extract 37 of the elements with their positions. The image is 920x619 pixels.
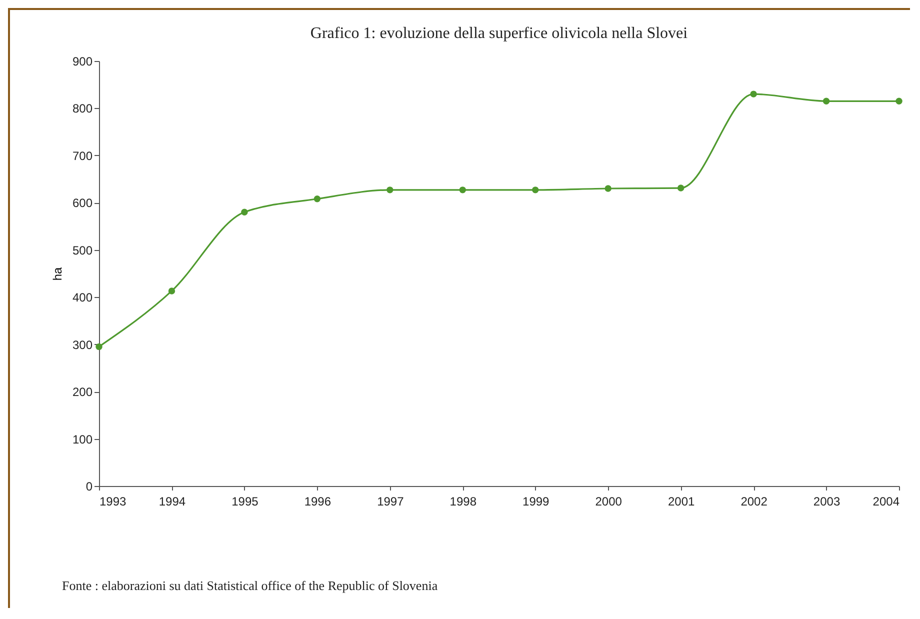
x-tick-label: 1993 xyxy=(100,494,127,508)
point xyxy=(604,185,612,192)
y-tick-label: 800 xyxy=(72,102,93,116)
point xyxy=(532,186,539,194)
y-tick-label: 400 xyxy=(72,290,93,305)
point xyxy=(896,98,902,104)
x-tick-label: 1996 xyxy=(304,494,332,508)
y-tick-label: 200 xyxy=(72,385,93,400)
point xyxy=(750,90,757,98)
x-tick-label: 1998 xyxy=(450,494,477,508)
x-tick-label: 2003 xyxy=(813,494,840,508)
y-tick-label: 600 xyxy=(72,196,93,210)
y-tick-label: 0 xyxy=(86,480,93,494)
x-tick-label: 2001 xyxy=(668,494,695,508)
point xyxy=(168,288,176,294)
y-axis-title: ha xyxy=(50,267,64,281)
point xyxy=(822,98,830,104)
x-tick-label: 2000 xyxy=(595,494,622,508)
point xyxy=(386,186,394,194)
x-tick-label: 2004 xyxy=(872,494,900,508)
y-tick-label: 900 xyxy=(72,54,93,68)
y-tick-label: 500 xyxy=(72,243,93,258)
y-tick-label: 300 xyxy=(72,338,93,352)
x-tick-label: 1999 xyxy=(522,494,550,508)
x-tick-label: 1994 xyxy=(158,494,186,508)
chart-title: Grafico 1: evoluzione della superfice olivicola nella Slovei xyxy=(310,25,688,42)
point xyxy=(459,186,466,194)
x-tick-label: 1997 xyxy=(377,494,404,508)
point xyxy=(241,208,248,216)
point xyxy=(677,184,684,192)
point xyxy=(96,343,102,350)
y-tick-label: 700 xyxy=(72,148,93,163)
y-tick-label: 100 xyxy=(72,432,93,446)
x-tick-label: 1995 xyxy=(232,494,259,508)
x-tick-label: 2002 xyxy=(740,494,768,508)
point xyxy=(314,196,321,202)
source-note: Fonte : elaborazioni su dati Statistical office of the Republic of Slovenia xyxy=(62,578,438,594)
